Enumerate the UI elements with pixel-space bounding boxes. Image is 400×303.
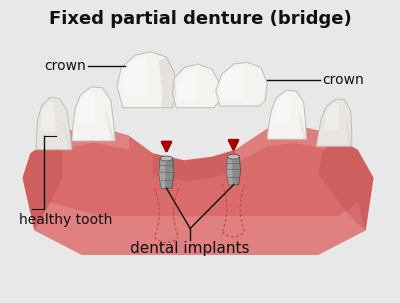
Text: dental implants: dental implants [130, 241, 250, 256]
Polygon shape [216, 62, 267, 106]
Polygon shape [267, 90, 306, 139]
Polygon shape [159, 158, 165, 188]
Ellipse shape [228, 154, 240, 159]
Polygon shape [40, 102, 55, 132]
Ellipse shape [160, 156, 173, 161]
Polygon shape [299, 112, 306, 139]
Polygon shape [176, 69, 196, 101]
Polygon shape [78, 91, 96, 122]
Polygon shape [226, 157, 241, 185]
Polygon shape [226, 157, 232, 185]
Polygon shape [159, 158, 174, 188]
Polygon shape [318, 132, 374, 230]
Polygon shape [22, 132, 62, 230]
Polygon shape [316, 99, 352, 146]
Polygon shape [220, 66, 243, 99]
Polygon shape [117, 52, 176, 108]
Polygon shape [22, 125, 374, 255]
Polygon shape [346, 120, 352, 146]
Polygon shape [123, 57, 147, 97]
Polygon shape [63, 121, 72, 150]
Polygon shape [274, 94, 290, 122]
Polygon shape [172, 64, 220, 108]
Polygon shape [62, 125, 129, 150]
Polygon shape [236, 125, 326, 164]
Polygon shape [106, 111, 115, 141]
Polygon shape [158, 57, 176, 108]
Text: healthy tooth: healthy tooth [18, 213, 112, 227]
Polygon shape [324, 103, 340, 130]
Text: crown: crown [44, 59, 86, 73]
Text: crown: crown [322, 73, 364, 87]
Polygon shape [34, 202, 366, 255]
Polygon shape [153, 150, 236, 181]
Text: Fixed partial denture (bridge): Fixed partial denture (bridge) [49, 10, 351, 28]
Polygon shape [36, 97, 72, 150]
Polygon shape [72, 87, 115, 141]
